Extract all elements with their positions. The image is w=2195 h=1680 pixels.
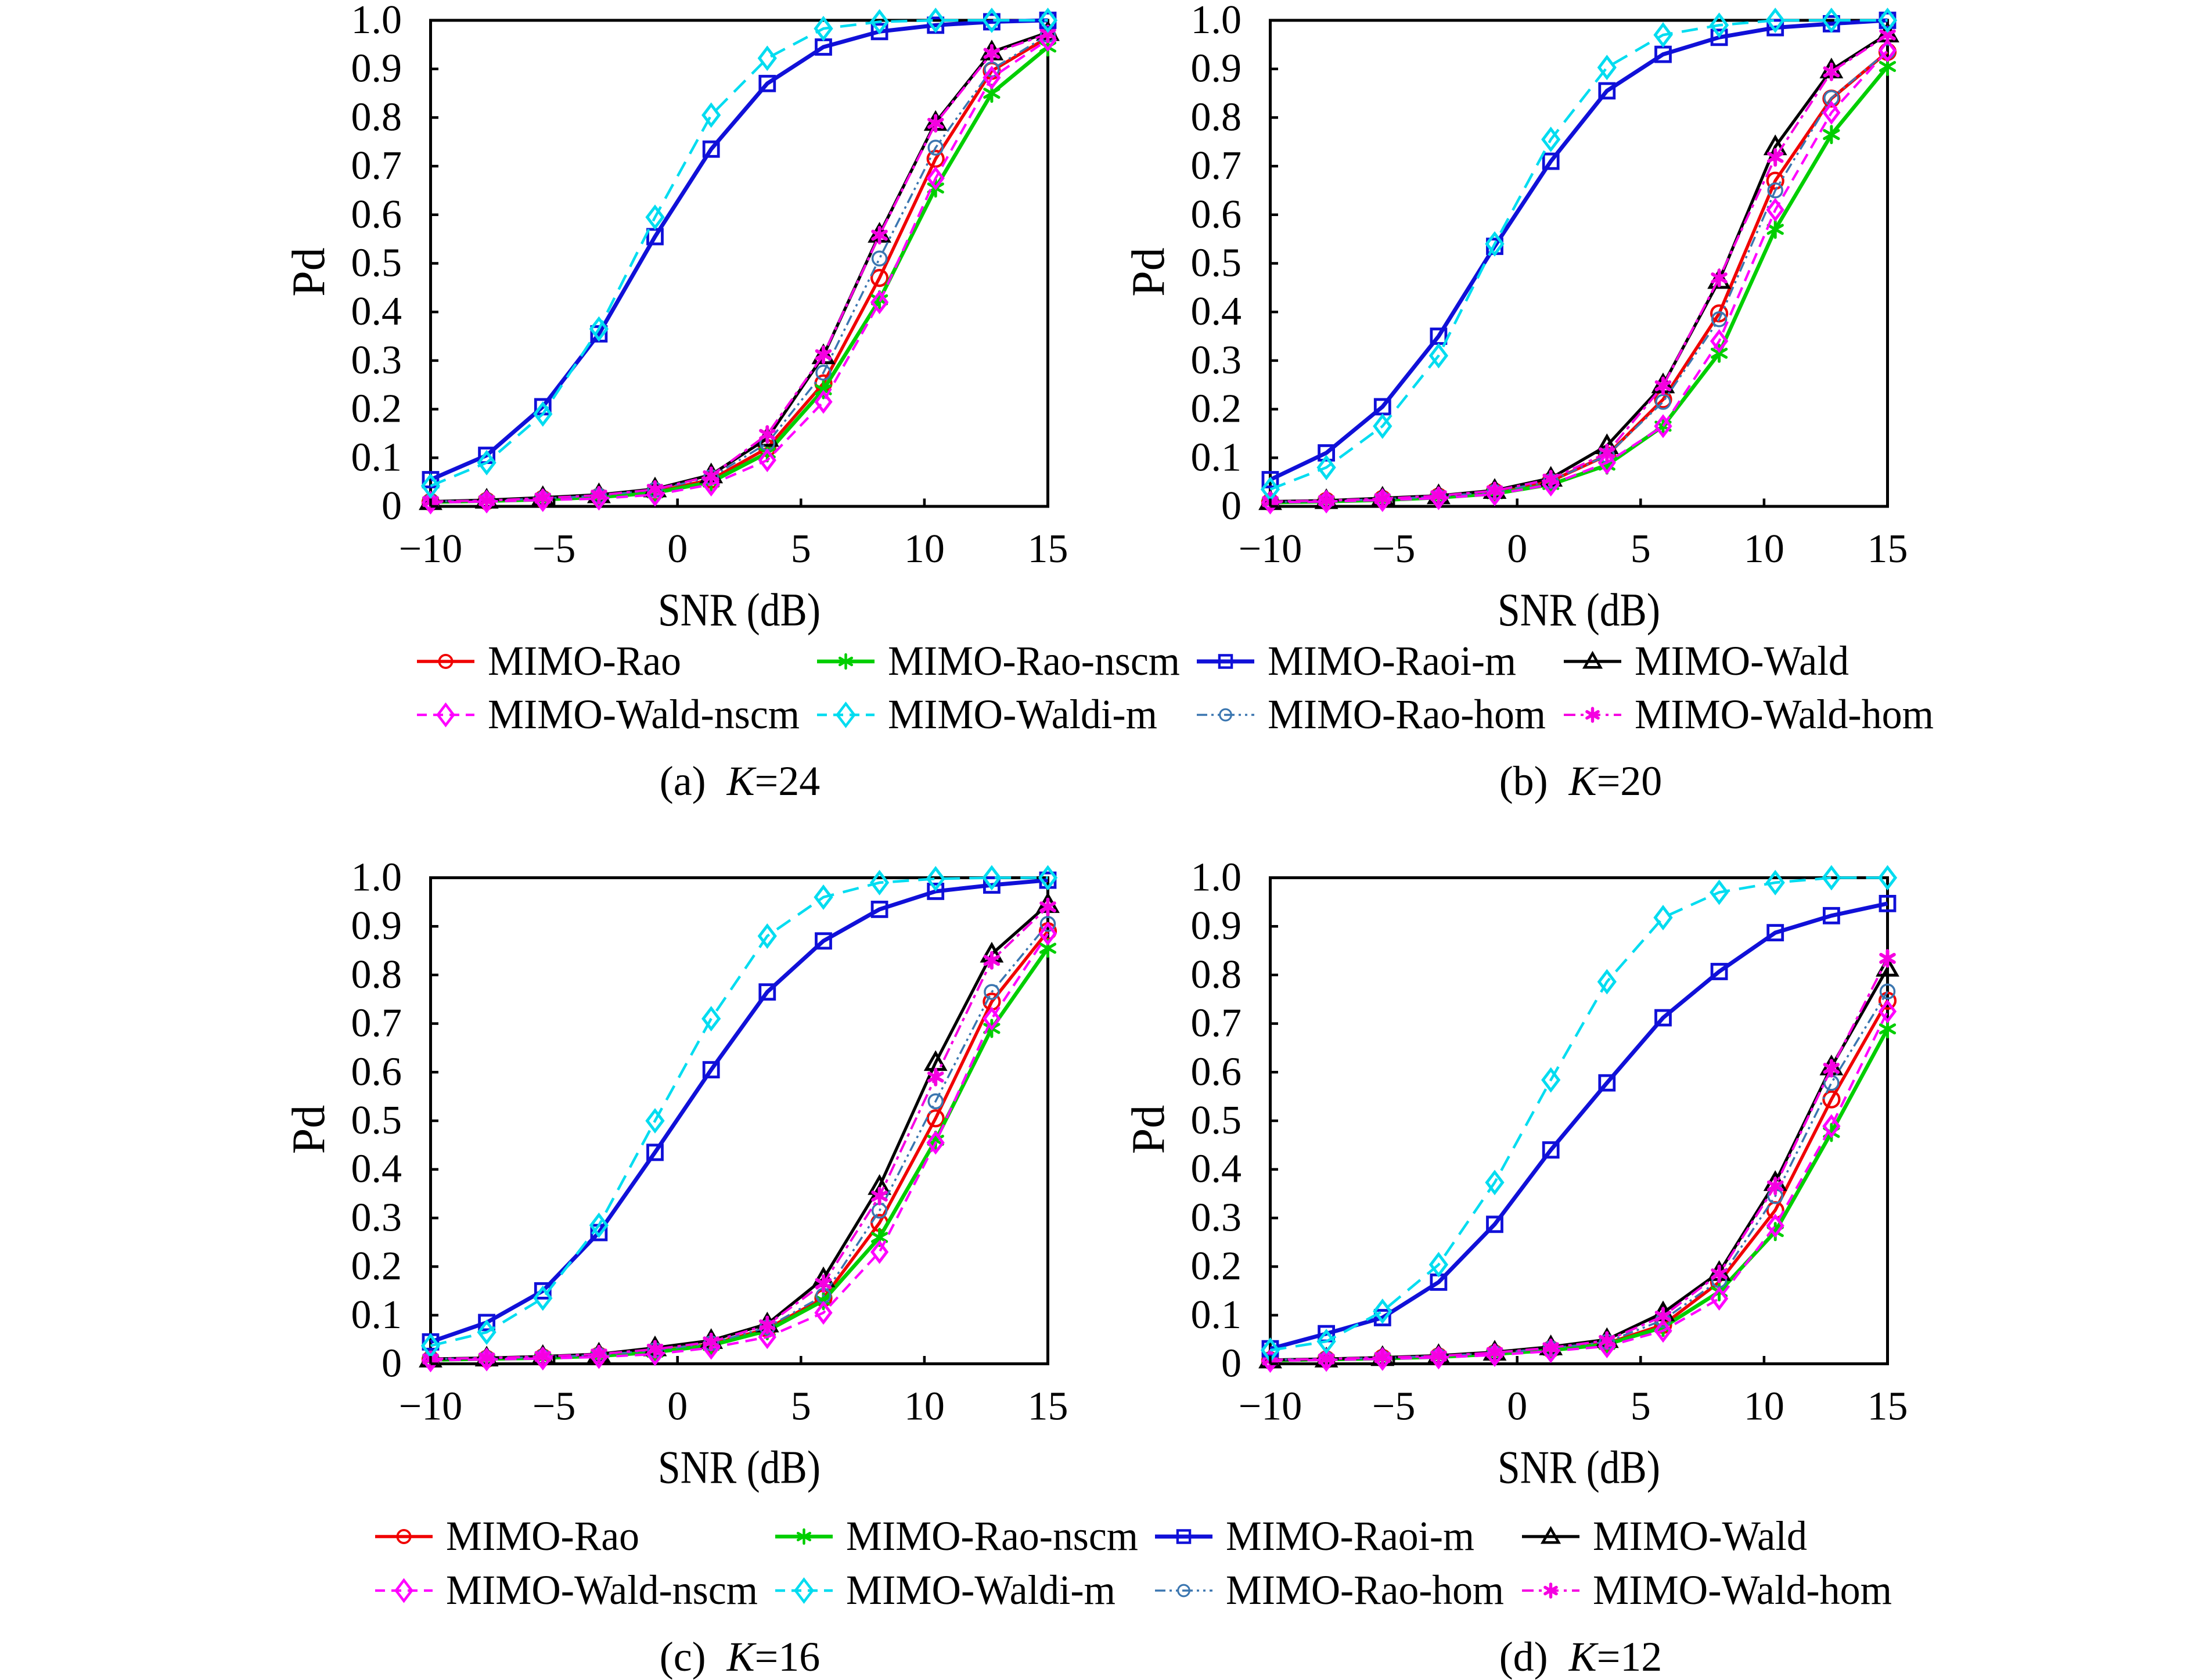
svg-text:MIMO-Wald-nscm: MIMO-Wald-nscm [488,691,800,738]
svg-text:MIMO-Wald: MIMO-Wald [1635,638,1849,684]
svg-text:−5: −5 [1372,1384,1415,1429]
svg-text:0.4: 0.4 [1191,289,1242,334]
svg-text:15: 15 [1867,527,1908,571]
svg-text:Pd: Pd [1123,1105,1174,1154]
svg-text:0.6: 0.6 [351,1049,402,1094]
svg-text:0.2: 0.2 [1191,387,1242,431]
svg-text:−10: −10 [399,527,462,571]
svg-text:5: 5 [1631,1384,1651,1429]
svg-text:0.7: 0.7 [351,1001,402,1046]
svg-text:0.5: 0.5 [1191,241,1242,286]
svg-text:0.4: 0.4 [351,289,402,334]
svg-text:−10: −10 [1239,1384,1302,1429]
svg-text:MIMO-Raoi-m: MIMO-Raoi-m [1268,638,1516,684]
svg-text:0.9: 0.9 [1191,46,1242,91]
svg-text:MIMO-Rao: MIMO-Rao [446,1513,639,1559]
svg-text:1.0: 1.0 [351,855,402,900]
svg-text:−5: −5 [532,1384,575,1429]
svg-text:0.7: 0.7 [351,143,402,188]
svg-text:0.1: 0.1 [1191,435,1242,480]
svg-text:SNR (dB): SNR (dB) [658,1442,821,1494]
svg-text:MIMO-Rao-nscm: MIMO-Rao-nscm [846,1513,1138,1559]
svg-text:MIMO-Wald-hom: MIMO-Wald-hom [1593,1567,1892,1613]
svg-text:0.6: 0.6 [1191,1049,1242,1094]
svg-text:Pd: Pd [283,1105,334,1154]
svg-text:MIMO-Wald-nscm: MIMO-Wald-nscm [446,1567,758,1613]
svg-text:0.7: 0.7 [1191,1001,1242,1046]
svg-text:0.5: 0.5 [1191,1098,1242,1143]
svg-text:10: 10 [904,1384,945,1429]
svg-text:0.7: 0.7 [1191,143,1242,188]
svg-text:0.4: 0.4 [1191,1147,1242,1192]
svg-text:0.6: 0.6 [351,192,402,237]
svg-text:0: 0 [667,527,688,571]
svg-text:0.1: 0.1 [351,1293,402,1337]
svg-text:0.3: 0.3 [351,338,402,383]
svg-text:MIMO-Rao-hom: MIMO-Rao-hom [1226,1567,1504,1613]
svg-text:0.3: 0.3 [351,1195,402,1240]
svg-text:5: 5 [791,527,811,571]
svg-text:0.8: 0.8 [1191,95,1242,139]
svg-text:0.9: 0.9 [351,904,402,948]
svg-text:0.2: 0.2 [351,387,402,431]
svg-text:15: 15 [1028,527,1068,571]
svg-text:0.8: 0.8 [351,952,402,997]
svg-text:0.2: 0.2 [351,1244,402,1289]
svg-text:5: 5 [1631,527,1651,571]
svg-text:0: 0 [1507,1384,1527,1429]
svg-text:1.0: 1.0 [1191,0,1242,42]
svg-text:0: 0 [667,1384,688,1429]
svg-text:0.8: 0.8 [1191,952,1242,997]
svg-text:0: 0 [1507,527,1527,571]
svg-text:0.1: 0.1 [351,435,402,480]
svg-text:10: 10 [904,527,945,571]
svg-text:(a) K=24: (a) K=24 [660,758,821,804]
svg-text:(d) K=12: (d) K=12 [1499,1634,1663,1680]
svg-text:−10: −10 [399,1384,462,1429]
svg-text:0: 0 [382,484,402,528]
svg-text:0.4: 0.4 [351,1147,402,1192]
svg-text:0: 0 [1221,484,1242,528]
svg-text:−10: −10 [1239,527,1302,571]
svg-text:15: 15 [1867,1384,1908,1429]
svg-text:0.1: 0.1 [1191,1293,1242,1337]
svg-text:(c) K=16: (c) K=16 [660,1634,821,1680]
svg-text:1.0: 1.0 [351,0,402,42]
svg-text:SNR (dB): SNR (dB) [1498,1442,1660,1494]
svg-text:1.0: 1.0 [1191,855,1242,900]
svg-text:0.6: 0.6 [1191,192,1242,237]
svg-text:MIMO-Rao-hom: MIMO-Rao-hom [1268,691,1546,738]
svg-text:MIMO-Wald-hom: MIMO-Wald-hom [1635,691,1934,738]
svg-text:0.9: 0.9 [1191,904,1242,948]
svg-text:MIMO-Raoi-m: MIMO-Raoi-m [1226,1513,1474,1559]
svg-text:5: 5 [791,1384,811,1429]
svg-text:0: 0 [1221,1341,1242,1386]
svg-text:0.5: 0.5 [351,1098,402,1143]
svg-text:SNR (dB): SNR (dB) [1498,585,1660,636]
svg-text:0.9: 0.9 [351,46,402,91]
svg-text:Pd: Pd [283,247,334,297]
svg-text:MIMO-Waldi-m: MIMO-Waldi-m [846,1567,1116,1613]
svg-text:0.3: 0.3 [1191,338,1242,383]
svg-text:−5: −5 [1372,527,1415,571]
svg-text:MIMO-Rao-nscm: MIMO-Rao-nscm [888,638,1180,684]
svg-text:Pd: Pd [1123,247,1174,297]
svg-text:0.3: 0.3 [1191,1195,1242,1240]
svg-text:−5: −5 [532,527,575,571]
svg-text:0.2: 0.2 [1191,1244,1242,1289]
svg-text:10: 10 [1744,1384,1784,1429]
svg-text:MIMO-Rao: MIMO-Rao [488,638,681,684]
svg-text:15: 15 [1028,1384,1068,1429]
svg-text:MIMO-Waldi-m: MIMO-Waldi-m [888,691,1157,738]
svg-text:0.5: 0.5 [351,241,402,286]
svg-text:(b) K=20: (b) K=20 [1499,758,1663,804]
svg-text:10: 10 [1744,527,1784,571]
svg-text:0.8: 0.8 [351,95,402,139]
svg-text:SNR (dB): SNR (dB) [658,585,821,636]
svg-text:MIMO-Wald: MIMO-Wald [1593,1513,1807,1559]
svg-text:0: 0 [382,1341,402,1386]
